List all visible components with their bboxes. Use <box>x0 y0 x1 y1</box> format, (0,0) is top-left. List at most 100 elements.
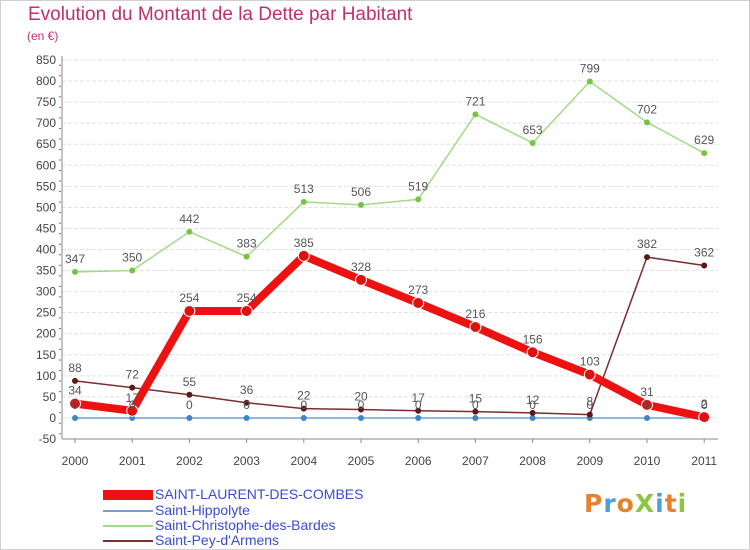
y-tick-label: 400 <box>36 243 56 257</box>
legend-label: Saint-Christophe-des-Bardes <box>155 517 336 533</box>
data-point <box>358 414 364 421</box>
legend-label: Saint-Pey-d'Armens <box>155 532 280 548</box>
data-label: 12 <box>526 393 540 407</box>
x-tick-label: 2003 <box>233 454 260 468</box>
x-tick-label: 2007 <box>462 454 489 468</box>
legend-swatch <box>103 490 153 500</box>
data-point <box>72 268 78 275</box>
data-point <box>586 411 593 418</box>
data-label: 382 <box>637 237 657 251</box>
data-label: 34 <box>68 384 82 398</box>
data-label: 17 <box>412 391 426 405</box>
data-label: 513 <box>294 182 314 196</box>
data-point <box>183 304 196 317</box>
data-label: 254 <box>237 291 257 305</box>
data-point <box>69 397 81 410</box>
data-label: 799 <box>580 61 600 75</box>
y-tick-label: 0 <box>49 411 56 425</box>
data-point <box>472 408 479 415</box>
data-label: 506 <box>351 185 371 199</box>
data-label: 156 <box>523 332 543 346</box>
y-tick-label: 200 <box>36 327 56 341</box>
logo-letter: P <box>584 489 604 518</box>
logo-letter: X <box>634 489 656 518</box>
data-point <box>644 119 650 126</box>
y-tick-label: 600 <box>36 158 56 172</box>
data-label: 350 <box>122 251 142 265</box>
data-point <box>129 267 136 274</box>
x-tick-label: 2006 <box>405 454 432 468</box>
data-point <box>469 320 482 333</box>
data-point <box>698 411 711 424</box>
data-label: 22 <box>297 389 311 403</box>
logo-letter: t <box>664 489 678 518</box>
logo-letter: i <box>677 489 688 518</box>
y-tick-label: 700 <box>36 116 56 130</box>
data-point <box>297 249 310 262</box>
data-point <box>472 414 479 421</box>
y-tick-label: 500 <box>36 200 56 214</box>
data-point <box>355 273 367 286</box>
data-label: 0 <box>129 398 136 412</box>
data-point <box>129 384 136 391</box>
data-label: 0 <box>72 398 79 412</box>
data-point <box>240 304 253 317</box>
data-point <box>701 150 708 157</box>
data-label: 31 <box>640 385 654 399</box>
x-tick-label: 2001 <box>119 454 146 468</box>
y-tick-label: 650 <box>36 137 56 151</box>
data-label: 20 <box>354 390 368 404</box>
data-label: 8 <box>586 395 593 409</box>
data-label: 383 <box>237 237 257 251</box>
data-point <box>300 405 307 412</box>
data-point <box>243 399 250 406</box>
data-point <box>300 414 307 421</box>
data-point <box>243 253 250 260</box>
data-label: 519 <box>408 179 428 193</box>
data-label: 0 <box>300 398 307 412</box>
legend-swatch <box>103 510 153 512</box>
data-label: 0 <box>529 398 536 412</box>
data-point <box>586 78 593 85</box>
legend-swatch <box>103 525 153 527</box>
data-label: 88 <box>68 361 82 375</box>
series-line <box>74 256 705 416</box>
legend-label: SAINT-LAURENT-DES-COMBES <box>155 486 364 502</box>
data-point <box>583 368 596 381</box>
data-label: 0 <box>644 398 651 412</box>
data-point <box>644 414 650 421</box>
series-line <box>71 251 709 422</box>
data-point <box>526 346 539 359</box>
y-tick-label: 850 <box>36 53 56 67</box>
y-tick-label: 150 <box>36 348 56 362</box>
data-label: 328 <box>351 260 371 274</box>
data-point <box>415 414 422 421</box>
data-label: 55 <box>183 375 197 389</box>
data-point <box>415 196 422 203</box>
logo-letter: o <box>616 489 635 518</box>
data-point <box>529 139 536 146</box>
data-point <box>186 414 193 421</box>
x-tick-label: 2004 <box>290 454 317 468</box>
y-tick-label: 800 <box>36 74 56 88</box>
data-label: 0 <box>586 398 593 412</box>
data-label: 17 <box>126 391 140 405</box>
data-label: 442 <box>179 212 199 226</box>
y-tick-label: 300 <box>36 285 56 299</box>
proxiti-logo: ProXiti <box>584 489 687 518</box>
data-label: 0 <box>701 398 708 412</box>
data-point <box>358 406 364 413</box>
data-point <box>300 198 307 205</box>
data-point <box>412 296 425 309</box>
data-point <box>529 414 536 421</box>
data-point <box>415 407 422 414</box>
x-tick-label: 2005 <box>348 454 375 468</box>
data-label: 385 <box>294 236 314 250</box>
data-point <box>701 262 708 269</box>
data-point <box>644 254 650 261</box>
data-label: 103 <box>580 355 600 369</box>
logo-letter: r <box>603 489 617 518</box>
data-point <box>126 404 139 417</box>
data-label: 653 <box>523 123 543 137</box>
data-point <box>72 414 78 421</box>
